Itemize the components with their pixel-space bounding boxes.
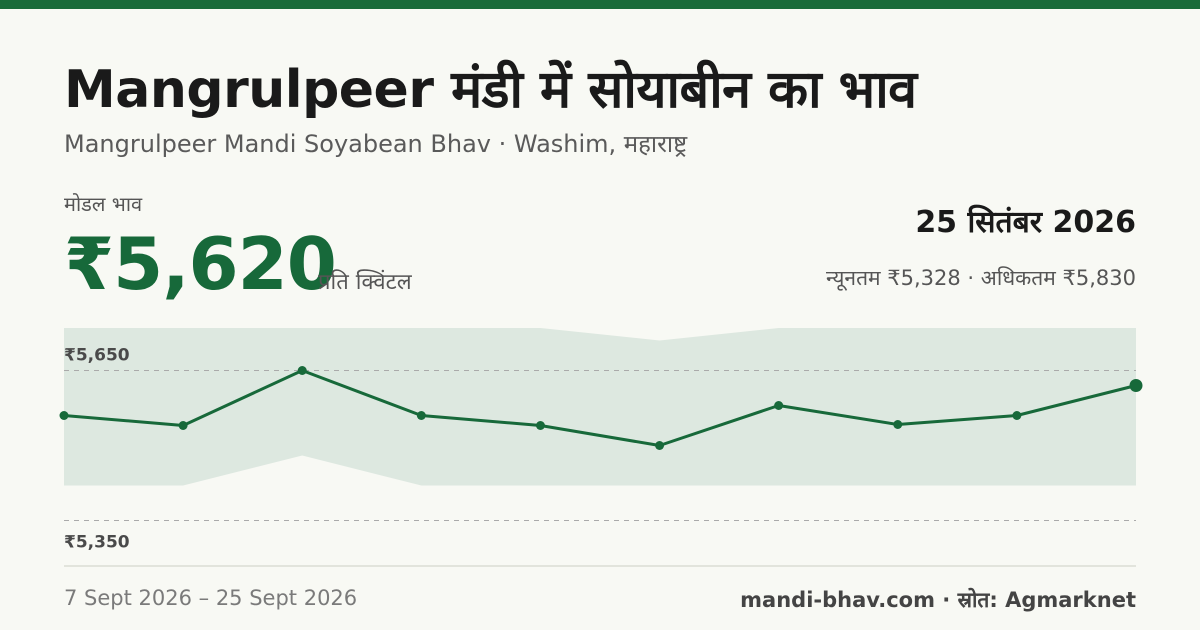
data-point <box>59 411 69 420</box>
y-tick-label: ₹5,350 <box>64 533 130 553</box>
y-tick-label: ₹5,650 <box>64 346 130 366</box>
data-point <box>535 421 545 430</box>
min-max-range: न्यूनतम ₹5,328 · अधिकतम ₹5,830 <box>826 266 1136 290</box>
footer-divider <box>64 565 1136 567</box>
price-date: 25 सितंबर 2026 <box>915 205 1136 240</box>
latest-data-point <box>1129 379 1143 392</box>
min-max-band <box>64 328 1136 486</box>
series-line <box>63 369 1137 447</box>
data-point <box>655 441 665 450</box>
data-point <box>893 420 903 429</box>
price-unit: प्रति क्विंटल <box>318 270 412 295</box>
data-point <box>1012 411 1022 420</box>
data-point <box>297 366 307 375</box>
top-accent-bar <box>0 0 1200 9</box>
data-point <box>774 401 784 410</box>
model-price-label: मोडल भाव <box>64 192 143 216</box>
data-point <box>178 421 188 430</box>
page-title: Mangrulpeer मंडी में सोयाबीन का भाव <box>64 60 917 120</box>
footer-date-range: 7 Sept 2026 – 25 Sept 2026 <box>64 586 358 610</box>
data-point <box>416 411 426 420</box>
page-subtitle: Mangrulpeer Mandi Soyabean Bhav · Washim… <box>64 130 688 158</box>
footer-source: mandi-bhav.com · स्रोत: Agmarknet <box>740 588 1136 612</box>
model-price-value: ₹5,620 <box>64 222 337 306</box>
